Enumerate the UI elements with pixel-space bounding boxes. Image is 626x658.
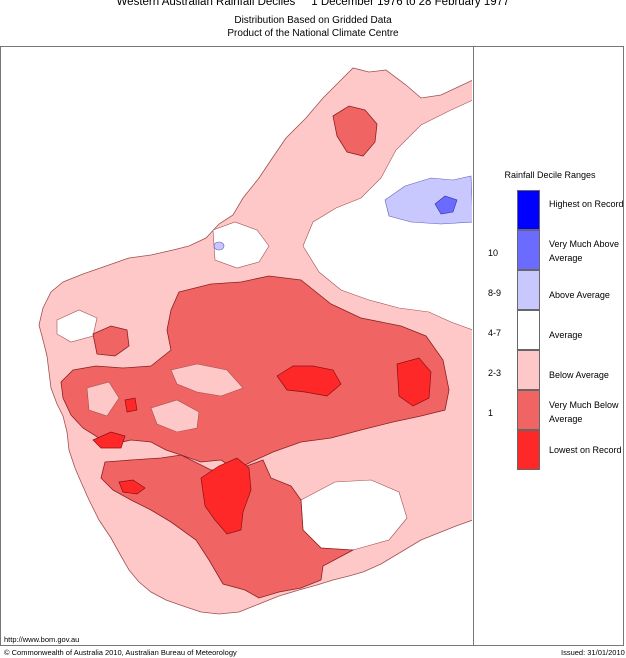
legend-label-very-much-below: Very Much Below Average: [549, 400, 619, 424]
legend-code-10: 10: [488, 248, 499, 258]
lowest-on-record-area-central: [276, 365, 342, 397]
legend-code-1: 1: [488, 408, 494, 418]
lowest-on-record-area-west: [92, 431, 126, 449]
map-title: Western Australian Rainfall Deciles 1 De…: [116, 0, 510, 8]
below-average-island-1: [170, 363, 244, 397]
legend-swatch-below: [517, 350, 540, 390]
rainfall-decile-map: [38, 67, 472, 615]
map-frame: [0, 46, 624, 646]
lowest-on-record-spot-2: [124, 397, 138, 413]
above-average-spot: [213, 241, 225, 251]
map-product-line: Product of the National Climate Centre: [227, 28, 399, 39]
issued-date: Issued: 31/01/2010: [561, 648, 625, 657]
legend-swatch-highest: [517, 190, 540, 230]
legend-code-2-3: 2-3: [488, 368, 502, 378]
legend-title: Rainfall Decile Ranges: [504, 170, 596, 180]
legend-code-4-7: 4-7: [488, 328, 502, 338]
average-area-northwest: [212, 221, 270, 269]
lowest-on-record-area-east: [396, 357, 432, 407]
legend-label-above: Above Average: [549, 290, 610, 300]
very-much-below-average-area-west: [92, 325, 130, 357]
source-url: http://www.bom.gov.au: [4, 635, 80, 644]
legend-swatch-lowest: [517, 430, 540, 470]
legend-swatch-very-much-below: [517, 390, 540, 430]
legend-swatch-very-much-above: [517, 230, 540, 270]
lowest-on-record-spot: [118, 479, 146, 495]
copyright-notice: © Commonwealth of Australia 2010, Austra…: [4, 648, 237, 657]
lowest-on-record-area-south: [200, 457, 252, 535]
very-much-below-average-area-north: [332, 105, 378, 157]
legend-code-8-9: 8-9: [488, 288, 502, 298]
legend-swatch-above: [517, 270, 540, 310]
average-area-north: [302, 100, 472, 330]
below-average-island-2: [150, 399, 200, 433]
legend-swatch-average: [517, 310, 540, 350]
legend-label-lowest: Lowest on Record: [549, 445, 622, 455]
map-subtitle: Distribution Based on Gridded Data: [234, 15, 392, 26]
legend-divider: [473, 46, 474, 646]
very-much-above-average-spot: [434, 195, 458, 215]
below-average-island-3: [86, 381, 120, 417]
legend-label-below: Below Average: [549, 370, 609, 380]
legend-label-highest: Highest on Record: [549, 199, 624, 209]
legend-label-very-much-above: Very Much Above Average: [549, 239, 620, 263]
legend-label-average: Average: [549, 330, 583, 340]
